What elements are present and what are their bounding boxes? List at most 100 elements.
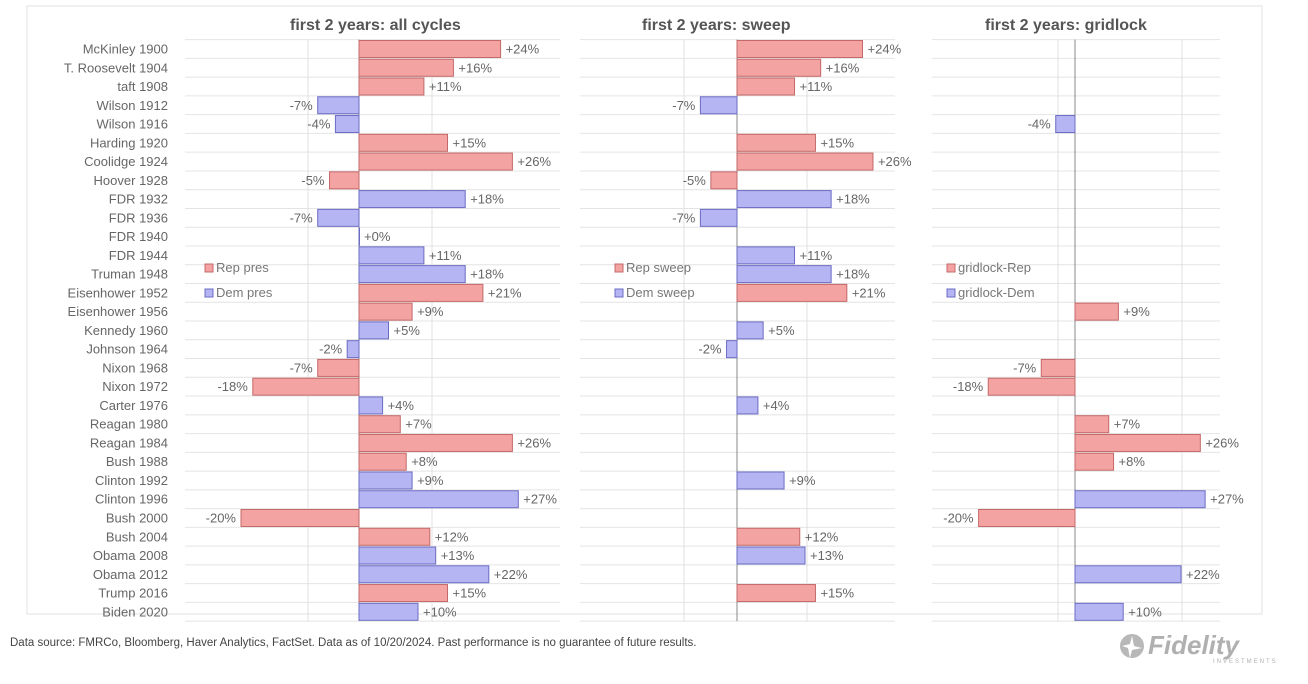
data-label: +9% — [417, 304, 444, 319]
category-label: Obama 2008 — [93, 548, 168, 563]
bar-fdr-1940 — [358, 227, 360, 246]
data-label: -20% — [206, 511, 237, 526]
bar-wilson-1916 — [334, 115, 360, 134]
bar-nixon-1972 — [252, 377, 360, 396]
data-label: +7% — [1114, 417, 1141, 432]
legend-swatch — [614, 288, 624, 298]
category-label: FDR 1932 — [109, 192, 168, 207]
bar-obama-2008 — [736, 546, 806, 565]
category-label: Kennedy 1960 — [84, 323, 168, 338]
category-label: taft 1908 — [117, 79, 168, 94]
bar-mckinley-1900 — [358, 40, 502, 58]
legend-swatch — [204, 288, 214, 298]
data-label: +18% — [470, 267, 504, 282]
bar-fdr-1936 — [699, 208, 738, 227]
data-label: -4% — [1028, 117, 1052, 132]
panel-title: first 2 years: gridlock — [985, 17, 1147, 34]
category-label: Hoover 1928 — [94, 173, 168, 188]
panel-3: first 2 years: gridlock -4% +9% -7% -18% +7% +… — [932, 17, 1244, 622]
category-label: Obama 2012 — [93, 567, 168, 582]
data-label: -18% — [953, 379, 984, 394]
data-label: +21% — [488, 285, 522, 300]
data-label: +24% — [868, 42, 902, 57]
data-label: -20% — [943, 511, 974, 526]
data-label: +21% — [852, 285, 886, 300]
data-label: +9% — [417, 473, 444, 488]
data-label: +22% — [494, 567, 528, 582]
bar-obama-2012 — [358, 565, 490, 584]
bar-bush-2000 — [978, 509, 1076, 527]
category-label: Clinton 1996 — [95, 492, 168, 507]
logo-wordmark: Fidelity — [1148, 630, 1241, 660]
bar-coolidge-1924 — [736, 152, 874, 171]
bar-nixon-1972 — [987, 377, 1076, 396]
data-label: +27% — [523, 492, 557, 507]
data-label: +7% — [405, 417, 432, 432]
bar-reagan-1980 — [358, 415, 401, 434]
bar-wilson-1912 — [699, 96, 738, 115]
data-label: +27% — [1210, 492, 1244, 507]
bar-biden-2020 — [1074, 602, 1124, 621]
bar-biden-2020 — [358, 602, 419, 621]
data-label: +9% — [789, 473, 816, 488]
category-label: Clinton 1992 — [95, 473, 168, 488]
data-label: +11% — [800, 248, 833, 263]
data-label: -7% — [290, 360, 314, 375]
category-label: Reagan 1980 — [90, 417, 168, 432]
bar-eisenhower-1956 — [358, 302, 413, 321]
category-label: Nixon 1972 — [102, 379, 168, 394]
data-label: -7% — [672, 98, 696, 113]
bar-bush-1988 — [358, 452, 407, 471]
bar-harding-1920 — [736, 133, 816, 152]
panel-2: first 2 years: sweep +24% +16% +11% -7% +15% +… — [580, 17, 912, 622]
data-label: +0% — [364, 229, 391, 244]
category-label: Bush 1988 — [106, 454, 168, 469]
bar-wilson-1912 — [317, 96, 360, 115]
bar-fdr-1932 — [736, 190, 832, 209]
data-label: +8% — [411, 454, 438, 469]
legend-label: Dem pres — [216, 285, 273, 300]
data-label: +11% — [429, 248, 462, 263]
fidelity-logo: Fidelity INVESTMENTS — [1118, 630, 1298, 666]
bar-taft-1908 — [358, 77, 425, 96]
data-label: +11% — [429, 79, 462, 94]
bar-carter-1976 — [736, 396, 759, 415]
bar-clinton-1996 — [358, 490, 519, 509]
bar-fdr-1944 — [358, 246, 425, 265]
data-label: -5% — [301, 173, 325, 188]
bar-clinton-1992 — [736, 471, 785, 490]
bar-t-roosevelt-1904 — [358, 58, 454, 77]
legend-swatch — [946, 288, 956, 298]
data-label: +26% — [1205, 435, 1239, 450]
bar-johnson-1964 — [726, 340, 738, 359]
bar-nixon-1968 — [317, 358, 360, 377]
data-label: +5% — [768, 323, 795, 338]
chart-frame — [26, 5, 1263, 615]
data-label: +11% — [800, 79, 833, 94]
data-label: -18% — [217, 379, 248, 394]
data-label: +18% — [836, 267, 870, 282]
bar-reagan-1984 — [1074, 433, 1201, 452]
panel-title: first 2 years: all cycles — [290, 17, 461, 34]
data-label: -2% — [698, 342, 722, 357]
bar-fdr-1932 — [358, 190, 466, 209]
data-label: +4% — [763, 398, 790, 413]
data-label: +15% — [453, 586, 487, 601]
data-label: +4% — [388, 398, 415, 413]
category-label: Reagan 1984 — [90, 435, 168, 450]
data-label: +15% — [453, 135, 487, 150]
legend-label: Rep sweep — [626, 260, 691, 275]
bar-fdr-1936 — [317, 208, 360, 227]
legend-swatch — [614, 263, 624, 273]
data-label: -5% — [683, 173, 707, 188]
bar-carter-1976 — [358, 396, 384, 415]
bar-bush-1988 — [1074, 452, 1115, 471]
data-label: -7% — [290, 210, 314, 225]
bar-wilson-1916 — [1055, 115, 1076, 134]
bar-truman-1948 — [736, 265, 832, 284]
data-label: +24% — [506, 42, 540, 57]
data-label: +26% — [878, 154, 912, 169]
bar-hoover-1928 — [710, 171, 738, 190]
bar-eisenhower-1956 — [1074, 302, 1119, 321]
